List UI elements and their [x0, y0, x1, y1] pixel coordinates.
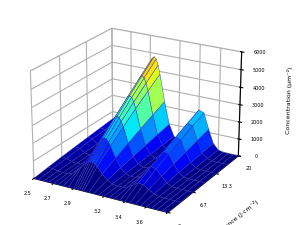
Y-axis label: Fluence (J·cm⁻²): Fluence (J·cm⁻²): [217, 199, 260, 225]
